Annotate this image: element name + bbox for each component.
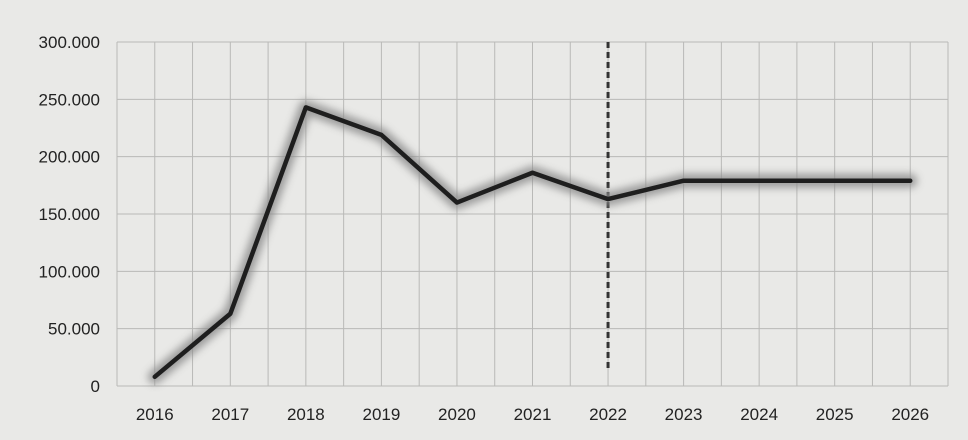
y-tick-label: 50.000 [48,320,100,339]
x-tick-label: 2017 [211,405,249,424]
y-tick-label: 300.000 [39,33,100,52]
x-tick-label: 2016 [136,405,174,424]
horizontal-gridlines [117,41,948,387]
y-tick-label: 0 [91,377,100,396]
x-tick-label: 2018 [287,405,325,424]
x-axis: 2016 2017 2018 2019 2020 2021 2022 2023 2024 2025… [136,405,929,424]
y-axis: 0 50.000 100.000 150.000 200.000 250.000 300.0… [39,33,100,396]
x-tick-label: 2019 [362,405,400,424]
x-tick-label: 2024 [740,405,778,424]
x-tick-label: 2020 [438,405,476,424]
x-tick-label: 2026 [891,405,929,424]
y-tick-label: 200.000 [39,148,100,167]
y-tick-label: 250.000 [39,90,100,109]
x-tick-label: 2022 [589,405,627,424]
y-tick-label: 100.000 [39,262,100,281]
y-tick-label: 150.000 [39,205,100,224]
x-tick-label: 2025 [816,405,854,424]
x-tick-label: 2021 [514,405,552,424]
series-group [147,100,918,384]
x-tick-label: 2023 [665,405,703,424]
